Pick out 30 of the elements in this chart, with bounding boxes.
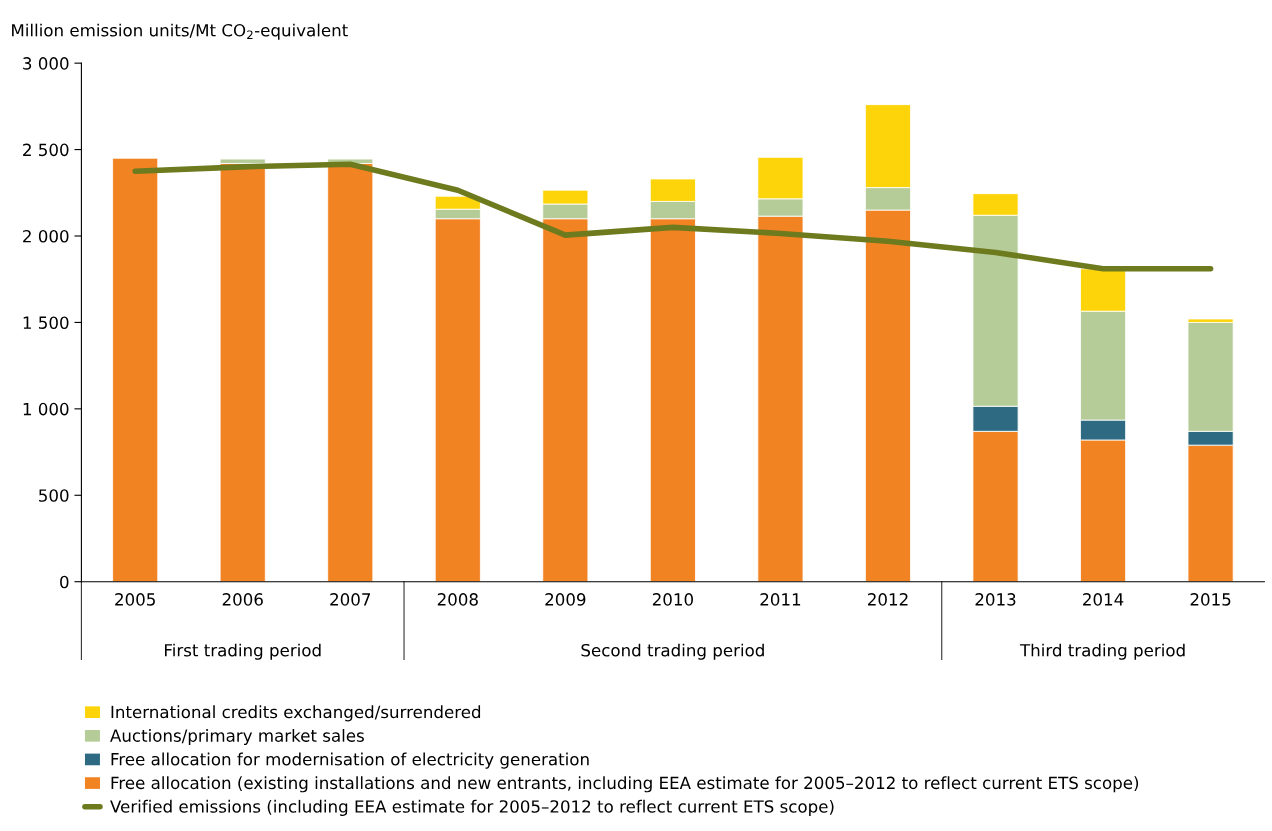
y-tick-label: 3 000 (23, 57, 69, 70)
x-tick-label: 2007 (330, 593, 371, 606)
y-tick-label: 1 500 (23, 316, 69, 329)
x-tick-label: 2014 (1083, 593, 1124, 606)
legend-label: Auctions/primary market sales (110, 728, 364, 746)
x-tick-label: 2013 (975, 593, 1016, 606)
y-tick-label: 2 000 (23, 229, 69, 243)
text: Second trading period (581, 643, 764, 660)
text: First trading period (165, 643, 321, 660)
x-tick-label: 2010 (652, 593, 693, 606)
y-tick-label: 2 500 (23, 143, 69, 157)
y-axis-title: Million emission units/Mt CO$_{2}$-equivalent (12, 23, 348, 40)
x-tick-label: 2012 (867, 593, 908, 606)
bar (219, 162, 266, 582)
x-tick-label: 2015 (1190, 593, 1231, 606)
legend-label: Free allocation (existing installations and new entrants, including EEA estimate for 2005–2012 to reflect current ETS scope) (111, 776, 1139, 793)
legend-label: International credits exchanged/surrendered (111, 705, 481, 722)
x-tick-label: 2005 (115, 593, 155, 606)
x-tick-label: 2008 (437, 593, 478, 606)
bar (112, 157, 159, 582)
legend-label: Verified emissions (including EEA estimate for 2005–2012 to reflect current ETS scope) (110, 799, 834, 816)
x-tick-label: 2009 (545, 593, 586, 606)
text: Third trading period (1019, 643, 1185, 660)
legend-label: Free allocation for modernisation of electricity generation (111, 752, 589, 769)
bar (327, 162, 374, 582)
x-tick-label: 2006 (222, 593, 263, 606)
y-tick-label: 0 (60, 575, 69, 589)
y-tick-label: 1 000 (23, 402, 69, 416)
y-tick-label: 500 (39, 489, 69, 502)
x-tick-label: 2011 (760, 593, 801, 606)
